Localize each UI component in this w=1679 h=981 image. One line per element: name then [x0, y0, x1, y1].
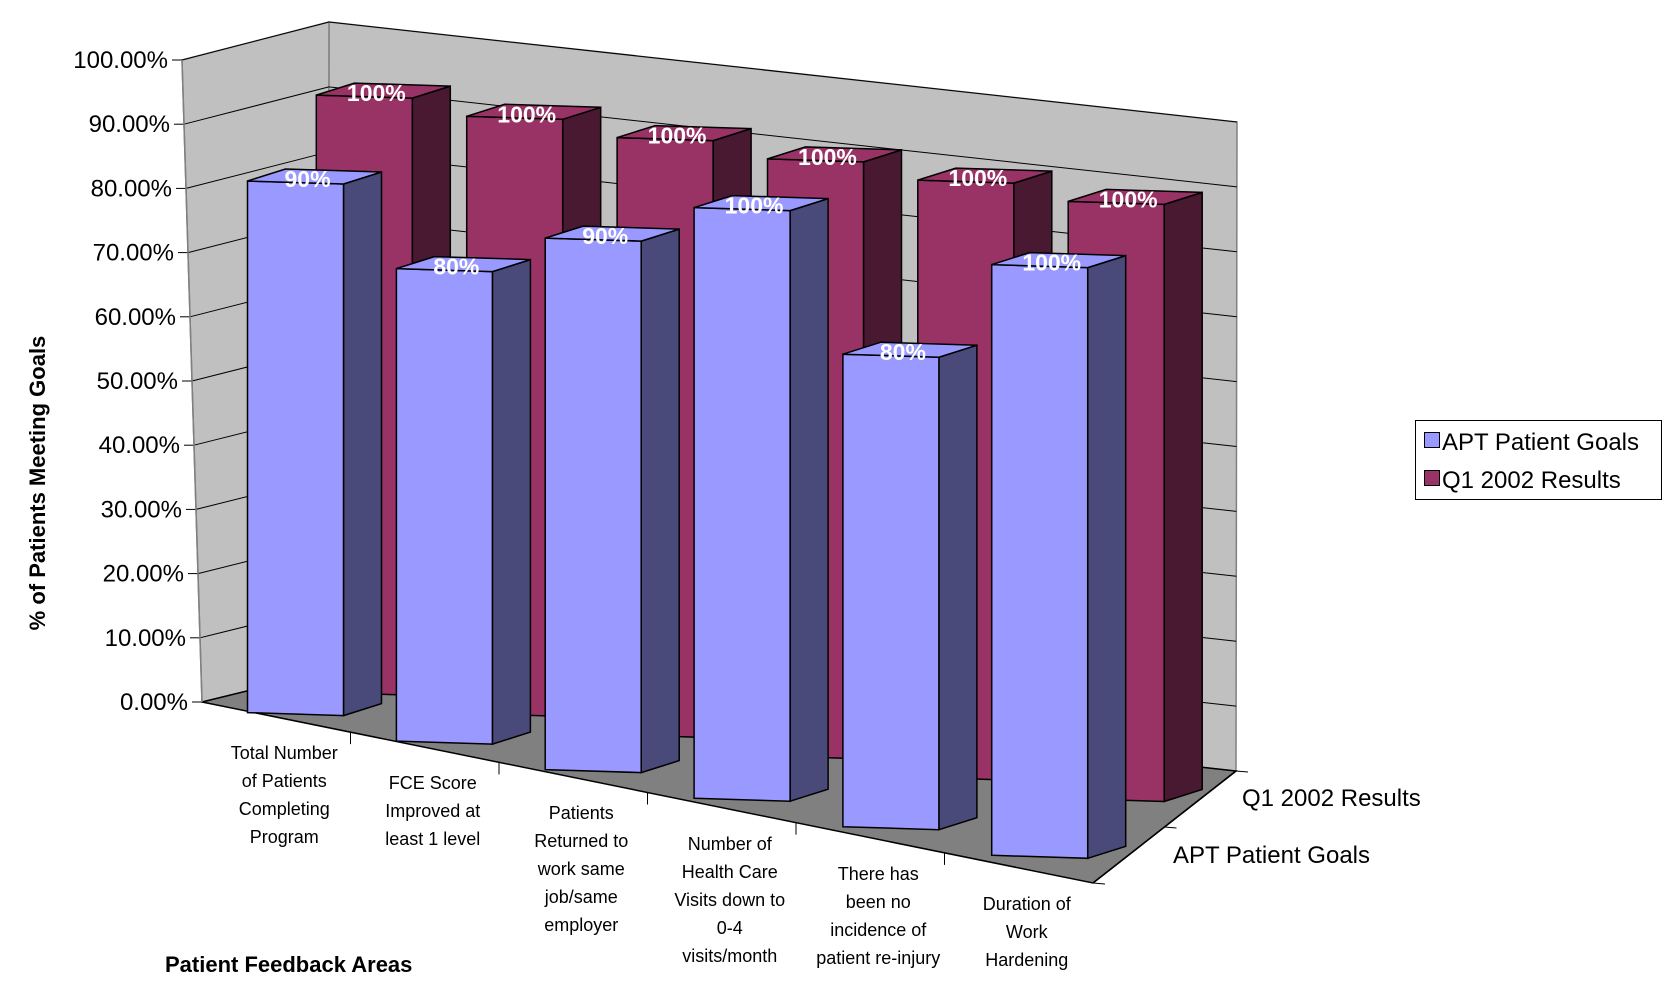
y-tick-label: 70.00%	[93, 240, 174, 267]
bar-top-q1-2002-results-3	[767, 146, 902, 163]
y-tick-label: 100.00%	[73, 47, 168, 74]
bar-apt-patient-goals-0	[246, 180, 345, 717]
gridline-side	[181, 21, 330, 61]
y-tick-label: 40.00%	[99, 432, 180, 459]
bar-top-q1-2002-results-5	[1067, 188, 1203, 206]
x-tick-label-1: FCE Score Improved at least 1 level	[385, 773, 481, 850]
legend: APT Patient Goals Q1 2002 Results	[1415, 420, 1662, 500]
bar-side-apt-patient-goals-3	[789, 197, 829, 803]
data-label-q1-2002-results-1: 100%	[497, 101, 556, 127]
data-label-apt-patient-goals-5: 100%	[1022, 250, 1081, 276]
data-label-q1-2002-results-4: 100%	[948, 165, 1007, 191]
data-label-apt-patient-goals-4: 80%	[880, 339, 926, 365]
bar-top-q1-2002-results-4	[917, 167, 1053, 184]
bar-side-apt-patient-goals-2	[640, 228, 680, 774]
bar-top-q1-2002-results-2	[616, 124, 752, 142]
data-label-apt-patient-goals-0: 90%	[285, 166, 331, 192]
y-tick-label: 80.00%	[91, 175, 172, 202]
depth-tick-mark	[1092, 882, 1106, 885]
y-axis-line	[181, 59, 203, 703]
data-label-apt-patient-goals-3: 100%	[725, 193, 784, 219]
y-axis-label-container: % of Patients Meeting Goals	[8, 0, 50, 981]
data-label-q1-2002-results-5: 100%	[1099, 186, 1158, 212]
x-tick-label-4: There has been no incidence of patient r…	[816, 863, 941, 968]
depth-axis-label-apt-goals: APT Patient Goals	[1173, 842, 1370, 869]
x-tick-label-2: Patients Returned to work same job/same …	[534, 803, 629, 936]
y-tick-label: 90.00%	[89, 111, 170, 138]
depth-tick-mark	[1235, 770, 1249, 773]
bar-side-q1-2002-results-5	[1163, 191, 1203, 803]
data-label-apt-patient-goals-2: 90%	[582, 223, 628, 249]
depth-tick-mark	[1164, 826, 1177, 829]
bar-top-apt-patient-goals-5	[991, 251, 1126, 269]
bar-apt-patient-goals-3	[693, 206, 791, 802]
y-tick-label: 20.00%	[103, 561, 184, 588]
y-tick-label: 10.00%	[105, 625, 186, 652]
bar-apt-patient-goals-1	[395, 267, 494, 745]
x-tick-label-5: Duration of Work Hardening	[982, 893, 1071, 970]
bar-apt-patient-goals-4	[842, 353, 940, 831]
data-label-q1-2002-results-3: 100%	[798, 144, 857, 170]
bar-top-q1-2002-results-1	[466, 103, 601, 121]
bar-side-apt-patient-goals-5	[1086, 254, 1127, 860]
legend-item-q1-results: Q1 2002 Results	[1424, 467, 1621, 494]
data-label-q1-2002-results-2: 100%	[648, 123, 707, 149]
gridline-side	[185, 151, 329, 189]
bar-top-apt-patient-goals-3	[693, 194, 829, 212]
bar-top-apt-patient-goals-4	[842, 341, 978, 358]
gridline-back	[328, 86, 1237, 188]
data-label-apt-patient-goals-1: 80%	[433, 254, 479, 280]
y-tick-label: 30.00%	[101, 496, 182, 523]
depth-axis-label-q1-results: Q1 2002 Results	[1242, 785, 1421, 812]
x-axis-label: Patient Feedback Areas	[165, 952, 413, 977]
gridline-side	[183, 86, 330, 125]
gridline-back	[328, 21, 1238, 123]
y-axis-label: % of Patients Meeting Goals	[25, 335, 50, 631]
x-tick-label-0: Total Number of Patients Completing Prog…	[230, 743, 338, 848]
bar-side-apt-patient-goals-4	[938, 344, 978, 831]
data-label-q1-2002-results-0: 100%	[347, 80, 406, 106]
bar-top-apt-patient-goals-2	[544, 225, 680, 242]
bar-top-apt-patient-goals-1	[396, 255, 531, 273]
bar-side-apt-patient-goals-0	[342, 170, 383, 717]
legend-swatch-q1-results	[1424, 470, 1440, 486]
legend-label-q1-results: Q1 2002 Results	[1442, 467, 1621, 494]
legend-item-apt-goals: APT Patient Goals	[1424, 429, 1639, 456]
y-tick-label: 60.00%	[95, 304, 176, 331]
y-tick-label: 50.00%	[97, 368, 178, 395]
bar-apt-patient-goals-5	[990, 263, 1089, 860]
y-tick-label: 0.00%	[120, 689, 188, 716]
legend-swatch-apt-goals	[1424, 432, 1440, 448]
bar-top-apt-patient-goals-0	[247, 168, 382, 185]
legend-label-apt-goals: APT Patient Goals	[1442, 429, 1639, 456]
bar-side-apt-patient-goals-1	[491, 258, 532, 746]
bar-top-q1-2002-results-0	[316, 82, 451, 99]
bar-apt-patient-goals-2	[544, 237, 642, 774]
x-tick-label-3: Number of Health Care Visits down to 0-4…	[674, 833, 786, 966]
